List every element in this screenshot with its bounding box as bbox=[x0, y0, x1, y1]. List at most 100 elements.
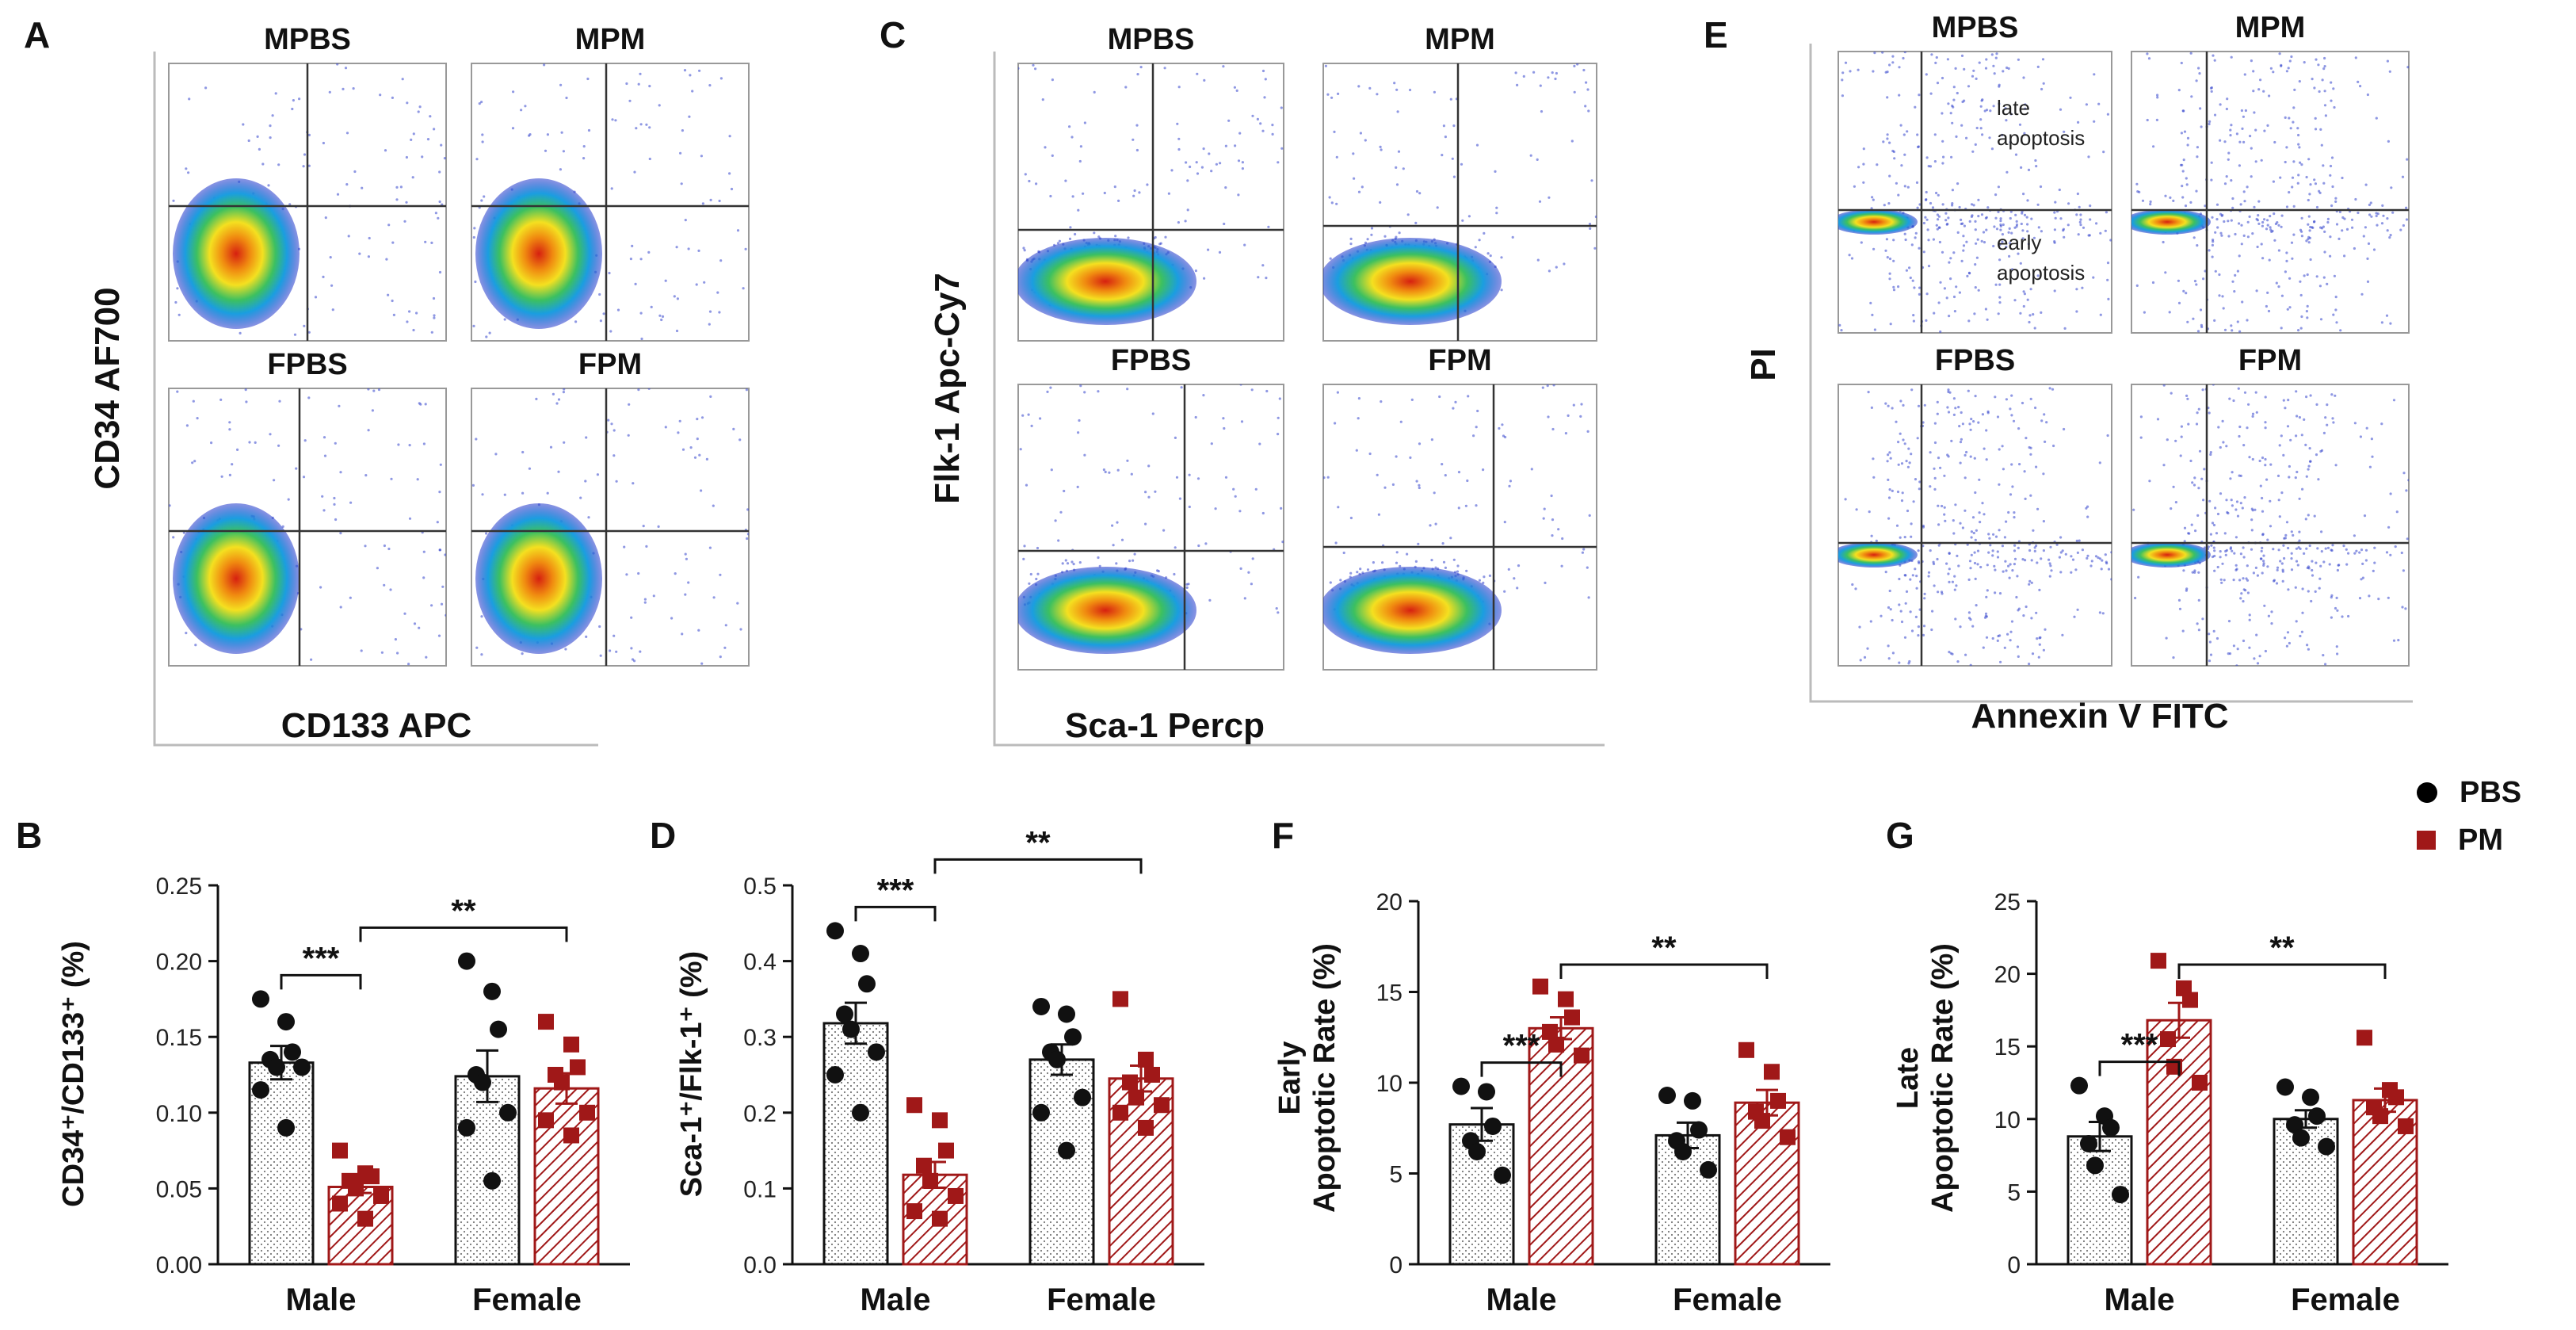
y-tick-label: 0.4 bbox=[743, 950, 777, 976]
data-point-pm bbox=[2150, 953, 2166, 969]
significance-label: ** bbox=[2269, 931, 2295, 965]
data-point-pbs bbox=[2112, 1186, 2129, 1204]
data-point-pm bbox=[538, 1112, 554, 1129]
y-axis-label-line1: Early bbox=[1273, 1041, 1307, 1115]
data-point-pm bbox=[1770, 1092, 1786, 1109]
data-point-pm bbox=[906, 1097, 922, 1114]
data-point-pm bbox=[1138, 1119, 1154, 1136]
event-scatter bbox=[1018, 63, 1284, 325]
flow-plot-fpbs: FPBS bbox=[168, 348, 447, 667]
plot-frame bbox=[1838, 384, 2112, 667]
density-population bbox=[1018, 238, 1196, 325]
event-scatter bbox=[172, 63, 446, 336]
significance-label: ** bbox=[451, 893, 476, 928]
data-point-pm bbox=[938, 1142, 954, 1159]
data-point-pbs bbox=[2318, 1137, 2335, 1156]
data-point-pbs bbox=[458, 952, 475, 970]
data-point-pm bbox=[1558, 991, 1574, 1007]
flow-plot-fpm: FPM bbox=[2131, 344, 2410, 667]
data-point-pbs bbox=[1494, 1166, 1511, 1184]
data-point-pm bbox=[1122, 1074, 1138, 1091]
significance-bracket bbox=[2177, 963, 2387, 979]
bar-chart-g: G Late Apoptotic Rate (%) 0 5 10 15 20 25 Male Fem… bbox=[1886, 815, 2448, 1317]
data-point-pbs bbox=[474, 1073, 491, 1091]
y-tick-label: 5 bbox=[1389, 1162, 1402, 1188]
data-point-pm bbox=[1144, 1067, 1160, 1083]
data-point-pbs bbox=[2276, 1078, 2294, 1096]
quadrant-annotation: late bbox=[1997, 96, 2030, 120]
y-tick-label: 15 bbox=[1994, 1034, 2021, 1061]
data-point-pm bbox=[916, 1157, 932, 1174]
y-tick-label: 5 bbox=[2007, 1179, 2021, 1206]
x-category-label: Female bbox=[2291, 1282, 2400, 1317]
data-point-pm bbox=[1574, 1047, 1589, 1064]
data-point-pbs bbox=[1468, 1143, 1486, 1161]
data-point-pm bbox=[332, 1142, 348, 1159]
y-tick-label: 20 bbox=[1994, 962, 2021, 988]
data-point-pbs bbox=[1684, 1091, 1701, 1110]
data-point-pm bbox=[2192, 1075, 2208, 1091]
panel-letter: C bbox=[880, 14, 906, 55]
y-axis-label-line1: Late bbox=[1891, 1047, 1925, 1109]
data-point-pbs bbox=[1032, 1103, 1050, 1122]
flow-plot-fpm: FPM bbox=[1322, 344, 1597, 671]
data-point-pbs bbox=[826, 922, 844, 940]
data-point-pbs bbox=[2308, 1107, 2326, 1126]
y-tick-label: 10 bbox=[1376, 1071, 1402, 1097]
data-point-pbs bbox=[2302, 1088, 2319, 1106]
flow-plot-mpbs: MPBS bbox=[168, 23, 447, 342]
plot-title: MPM bbox=[2235, 11, 2306, 44]
panel-letter: E bbox=[1704, 14, 1728, 55]
data-point-pm bbox=[2372, 1108, 2388, 1125]
x-axis-label: Annexin V FITC bbox=[1971, 697, 2228, 736]
significance-label: *** bbox=[877, 873, 914, 908]
y-axis-label: CD34⁺/CD133⁺ (%) bbox=[57, 941, 90, 1207]
data-point-pbs bbox=[852, 945, 869, 963]
data-point-pbs bbox=[483, 982, 501, 1000]
data-point-pm bbox=[1548, 1036, 1564, 1053]
black-dot-icon bbox=[2417, 782, 2437, 803]
plot-frame bbox=[2131, 51, 2410, 334]
density-population bbox=[1838, 209, 1918, 235]
data-point-pbs bbox=[293, 1058, 311, 1076]
data-point-pm bbox=[1754, 1113, 1770, 1129]
y-tick-label: 25 bbox=[1994, 889, 2021, 915]
plot-title: MPBS bbox=[1932, 11, 2019, 44]
data-point-pm bbox=[373, 1187, 389, 1204]
significance-label: ** bbox=[1651, 931, 1677, 965]
x-category-label: Male bbox=[2105, 1282, 2175, 1317]
plot-title: FPM bbox=[1428, 344, 1491, 377]
data-point-pbs bbox=[1484, 1117, 1502, 1135]
data-point-pbs bbox=[1478, 1083, 1495, 1101]
flow-plot-mpm: MPM bbox=[1322, 23, 1597, 342]
y-tick-label: 20 bbox=[1376, 889, 1402, 915]
plot-title: MPBS bbox=[1108, 23, 1195, 56]
legend-label-pm: PM bbox=[2458, 823, 2503, 857]
data-point-pm bbox=[948, 1187, 964, 1204]
density-population bbox=[1323, 238, 1502, 325]
event-scatter bbox=[1018, 384, 1284, 654]
data-point-pm bbox=[1112, 991, 1128, 1007]
data-point-pbs bbox=[490, 1020, 507, 1038]
flow-plot-mpbs: MPBS bbox=[1017, 23, 1284, 342]
data-point-pbs bbox=[852, 1103, 869, 1122]
data-point-pbs bbox=[1452, 1077, 1470, 1095]
data-point-pbs bbox=[252, 990, 269, 1008]
significance-bracket bbox=[2098, 1061, 2181, 1076]
y-tick-label: 0 bbox=[1389, 1252, 1402, 1278]
y-tick-label: 0.3 bbox=[743, 1025, 777, 1051]
quadrant-annotation: apoptosis bbox=[1997, 126, 2085, 150]
significance-bracket bbox=[280, 973, 362, 990]
data-point-pm bbox=[1112, 1104, 1128, 1121]
flow-cytometry-panels: A CD34 AF700 CD133 APC MPBS MPM FPBS FPM C Flk-1… bbox=[24, 11, 2413, 747]
event-scatter bbox=[169, 388, 446, 666]
event-scatter bbox=[2131, 52, 2409, 333]
density-population bbox=[1323, 567, 1502, 654]
legend-label-pbs: PBS bbox=[2460, 775, 2522, 809]
y-tick-label: 0.05 bbox=[156, 1176, 202, 1202]
plot-title: FPM bbox=[2238, 344, 2302, 377]
data-point-pm bbox=[932, 1210, 948, 1227]
legend-item-pbs: PBS bbox=[2417, 775, 2522, 809]
data-point-pm bbox=[1138, 1051, 1154, 1068]
